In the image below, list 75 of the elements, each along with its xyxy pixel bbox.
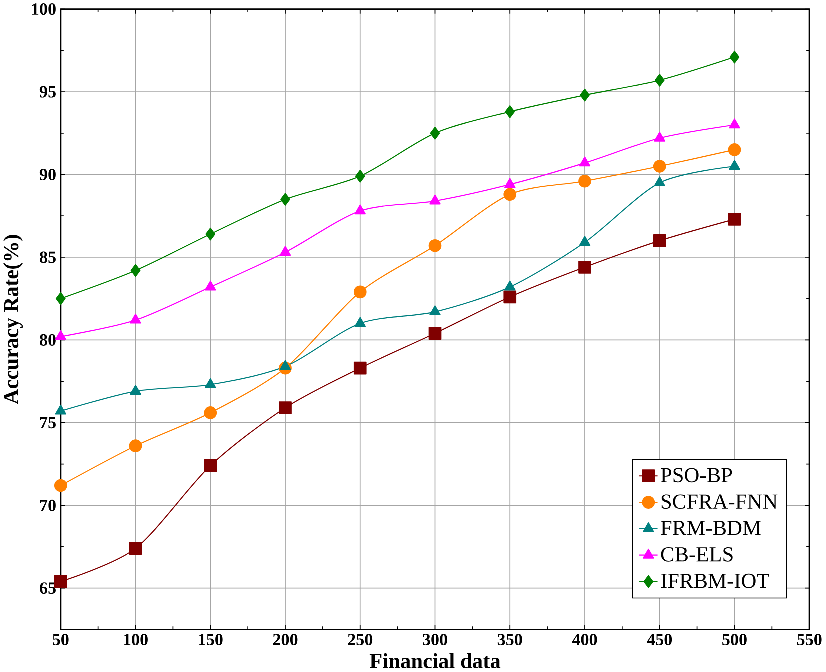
point: [504, 280, 516, 291]
point: [354, 204, 366, 215]
y-tick-label: 75: [40, 417, 56, 429]
y-axis-title: Accuracy Rate(%): [4, 235, 24, 405]
x-tick-label: 450: [647, 634, 672, 646]
x-tick-label: 100: [124, 634, 148, 646]
point: [578, 260, 592, 274]
legend-label: SCFRA-FNN: [662, 494, 778, 510]
point: [354, 362, 367, 375]
point: [728, 212, 742, 226]
point: [54, 479, 68, 492]
legend-label: PSO-BP: [661, 468, 732, 483]
point: [280, 193, 290, 206]
point: [129, 542, 142, 556]
point: [653, 234, 666, 248]
point: [354, 317, 366, 328]
x-tick-label: 250: [348, 634, 373, 646]
point: [129, 440, 142, 452]
point: [504, 178, 516, 188]
point: [355, 170, 366, 183]
x-tick-label: 200: [273, 634, 298, 646]
point: [430, 194, 441, 205]
y-tick-label: 70: [40, 500, 56, 512]
point: [504, 188, 517, 202]
point: [55, 404, 67, 415]
point: [505, 105, 516, 118]
y-tick-label: 100: [32, 4, 56, 16]
x-tick-label: 400: [572, 634, 598, 646]
point: [729, 160, 740, 170]
point: [54, 575, 68, 588]
point: [729, 118, 740, 129]
x-axis-title: Financial data: [370, 653, 501, 668]
point: [204, 406, 218, 420]
point: [354, 286, 367, 299]
point: [428, 327, 442, 340]
point: [204, 459, 218, 472]
y-tick-label: 85: [40, 252, 56, 264]
x-tick-label: 550: [797, 634, 822, 646]
point: [654, 132, 666, 142]
y-tick-label: 65: [40, 582, 56, 594]
point: [205, 378, 216, 388]
point: [579, 156, 591, 167]
x-tick-label: 350: [498, 634, 522, 646]
x-tick-label: 50: [53, 634, 69, 646]
point: [654, 74, 665, 87]
point: [280, 360, 292, 370]
point: [430, 306, 441, 316]
point: [130, 385, 142, 395]
point: [280, 246, 292, 256]
point: [279, 402, 292, 414]
point: [130, 314, 142, 324]
point: [728, 144, 742, 156]
legend-label: FRM-BDM: [661, 521, 761, 536]
point: [428, 239, 442, 252]
point: [430, 126, 440, 140]
y-tick-label: 90: [40, 168, 56, 181]
y-tick-label: 95: [40, 86, 56, 98]
point: [579, 236, 591, 246]
point: [654, 176, 666, 186]
point: [730, 50, 740, 64]
x-tick-label: 500: [722, 634, 747, 646]
legend-label: CB-ELS: [661, 547, 733, 562]
point: [56, 292, 66, 306]
point: [55, 330, 67, 340]
point: [206, 228, 216, 241]
point: [504, 290, 517, 304]
y-tick-label: 80: [40, 334, 56, 346]
legend-label: IFRBM-IOT: [661, 574, 770, 588]
point: [578, 174, 592, 188]
point: [130, 264, 141, 278]
x-tick-label: 300: [423, 634, 448, 646]
point: [653, 160, 666, 173]
point: [205, 280, 216, 291]
point: [580, 88, 590, 102]
x-tick-label: 150: [199, 634, 223, 646]
